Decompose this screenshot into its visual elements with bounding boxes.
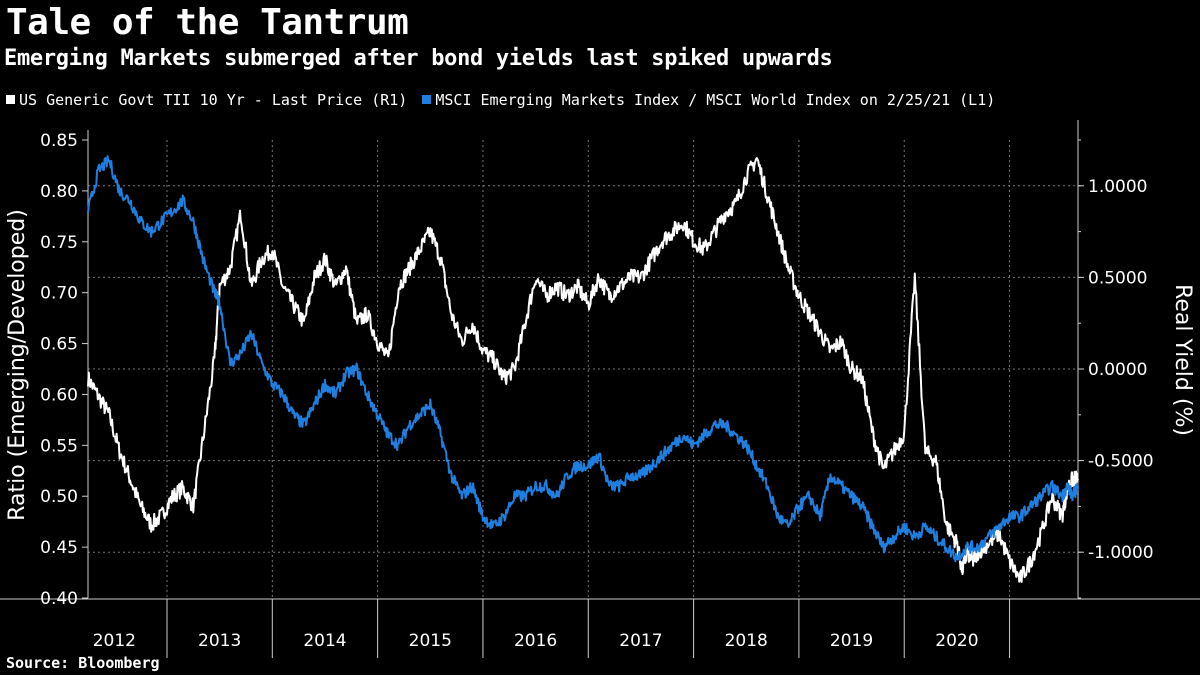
x-tick-label-2014: 2014 [303,631,346,651]
legend-swatch-real-yield [6,95,15,104]
x-tick-label-2019: 2019 [830,631,873,651]
legend-label-real-yield: US Generic Govt TII 10 Yr - Last Price (… [19,91,408,109]
legend-item-em-ratio: MSCI Emerging Markets Index / MSCI World… [422,91,995,109]
chart-subtitle: Emerging Markets submerged after bond yi… [4,46,833,71]
x-tick-label-2013: 2013 [198,631,241,651]
left-tick-label-6: 0.55 [40,436,78,456]
x-tick-label-2017: 2017 [619,631,662,651]
legend-item-real-yield: US Generic Govt TII 10 Yr - Last Price (… [6,91,407,109]
x-tick-label-2018: 2018 [725,631,768,651]
left-axis-title: Ratio (Emerging/Developed) [5,209,30,521]
left-tick-label-1: 0.80 [40,182,78,202]
left-tick-label-4: 0.65 [40,335,78,355]
left-tick-label-3: 0.70 [40,284,78,304]
x-tick-label-2016: 2016 [514,631,557,651]
right-tick-label-0: 1.0000 [1088,177,1147,197]
chart-title: Tale of the Tantrum [6,2,409,43]
left-tick-label-0: 0.85 [40,131,78,151]
axes: 0.85 0.80 0.75 0.70 0.65 0.60 0.55 0.50 0.45 0.40… [0,120,1200,658]
left-tick-label-2: 0.75 [40,233,78,253]
series-lines [87,155,1079,583]
right-tick-label-4: -1.0000 [1088,543,1154,563]
x-tick-label-2020: 2020 [935,631,978,651]
series-line-1 [87,155,1079,563]
legend-label-em-ratio: MSCI Emerging Markets Index / MSCI World… [435,91,996,109]
right-tick-label-2: 0.0000 [1088,360,1147,380]
source-note: Source: Bloomberg [6,654,160,672]
right-tick-label-3: -0.5000 [1088,452,1154,472]
series-line-0 [87,157,1079,583]
x-tick-label-2012: 2012 [93,631,136,651]
legend-swatch-em-ratio [422,95,432,104]
left-tick-label-8: 0.45 [40,538,78,558]
right-axis-title: Real Yield (%) [1170,284,1195,436]
left-tick-label-5: 0.60 [40,385,78,405]
x-tick-label-2015: 2015 [409,631,452,651]
right-tick-label-1: 0.5000 [1088,268,1147,288]
legend: US Generic Govt TII 10 Yr - Last Price (… [6,91,1001,109]
left-tick-label-9: 0.40 [40,589,78,609]
left-tick-label-7: 0.50 [40,487,78,507]
